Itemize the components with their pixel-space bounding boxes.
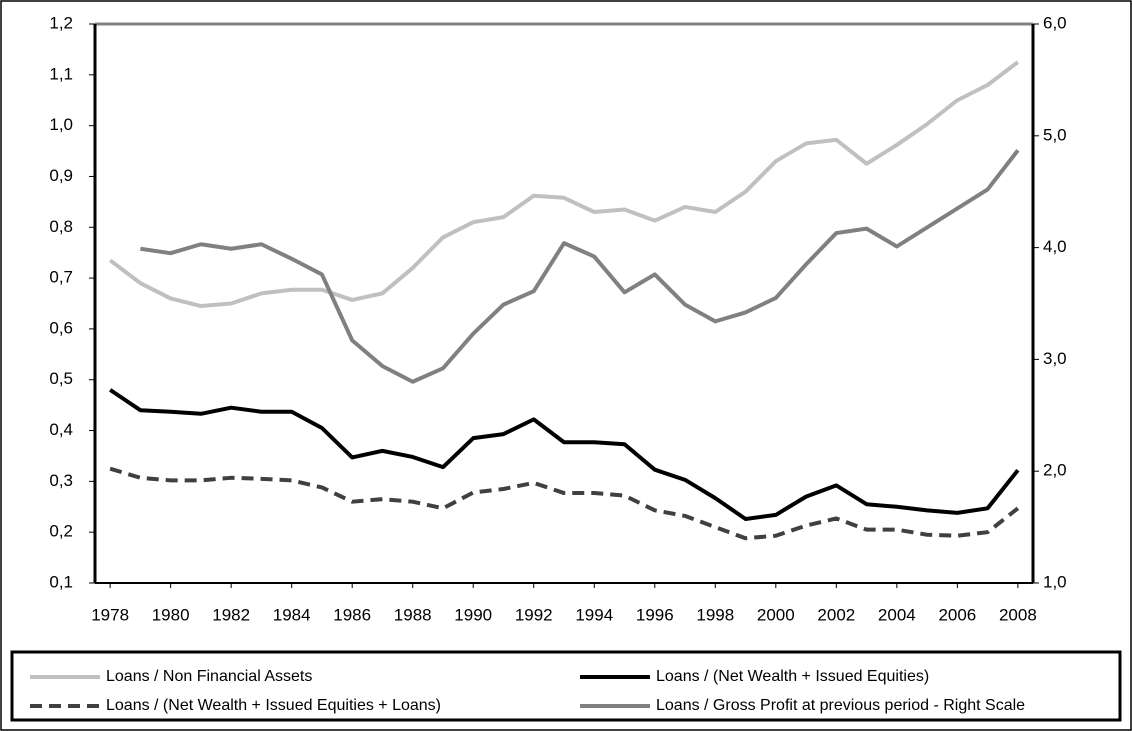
- legend-box: [10, 650, 1122, 722]
- x-tick-label: 2002: [817, 605, 855, 624]
- x-tick-label: 2004: [878, 605, 916, 624]
- x-tick-label: 1978: [91, 605, 129, 624]
- series-line: [108, 60, 1020, 309]
- y-tick-label: 0,6: [49, 318, 73, 337]
- legend-label: Loans / Non Financial Assets: [106, 668, 312, 685]
- legend-label: Loans / (Net Wealth + Issued Equities + …: [106, 697, 441, 714]
- y2-tick-label: 3,0: [1043, 349, 1067, 368]
- y-tick-label: 0,2: [49, 522, 73, 541]
- y2-tick-label: 4,0: [1043, 237, 1067, 256]
- y2-tick-label: 2,0: [1043, 461, 1067, 480]
- y-tick-label: 1,0: [49, 115, 73, 134]
- x-tick-label: 1996: [636, 605, 674, 624]
- y-tick-label: 0,9: [49, 166, 73, 185]
- x-tick-label: 2008: [999, 605, 1037, 624]
- legend-label: Loans / (Net Wealth + Issued Equities): [656, 668, 929, 685]
- x-tick-label: 1982: [212, 605, 250, 624]
- y-tick-label: 1,2: [49, 13, 73, 32]
- x-tick-label: 1988: [394, 605, 432, 624]
- y2-tick-label: 5,0: [1043, 125, 1067, 144]
- x-tick-label: 1992: [515, 605, 553, 624]
- x-tick-label: 1998: [696, 605, 734, 624]
- y-tick-label: 0,8: [49, 217, 73, 236]
- x-tick-label: 1986: [333, 605, 371, 624]
- x-tick-label: 1994: [575, 605, 613, 624]
- y-tick-label: 0,4: [49, 420, 73, 439]
- series-line: [109, 466, 1020, 541]
- series-line: [109, 388, 1020, 521]
- x-tick-label: 2006: [938, 605, 976, 624]
- y2-tick-label: 1,0: [1043, 572, 1067, 591]
- y-tick-label: 0,5: [49, 369, 73, 388]
- legend-label: Loans / Gross Profit at previous period …: [656, 697, 1025, 714]
- x-tick-label: 1980: [152, 605, 190, 624]
- y-tick-label: 1,1: [49, 64, 73, 83]
- series-line: [140, 149, 1020, 384]
- y-tick-label: 0,1: [49, 572, 73, 591]
- y-tick-label: 0,7: [49, 268, 73, 287]
- y2-tick-label: 6,0: [1043, 13, 1067, 32]
- x-tick-label: 1984: [273, 605, 311, 624]
- x-tick-label: 2000: [757, 605, 795, 624]
- x-tick-label: 1990: [454, 605, 492, 624]
- y-tick-label: 0,3: [49, 471, 73, 490]
